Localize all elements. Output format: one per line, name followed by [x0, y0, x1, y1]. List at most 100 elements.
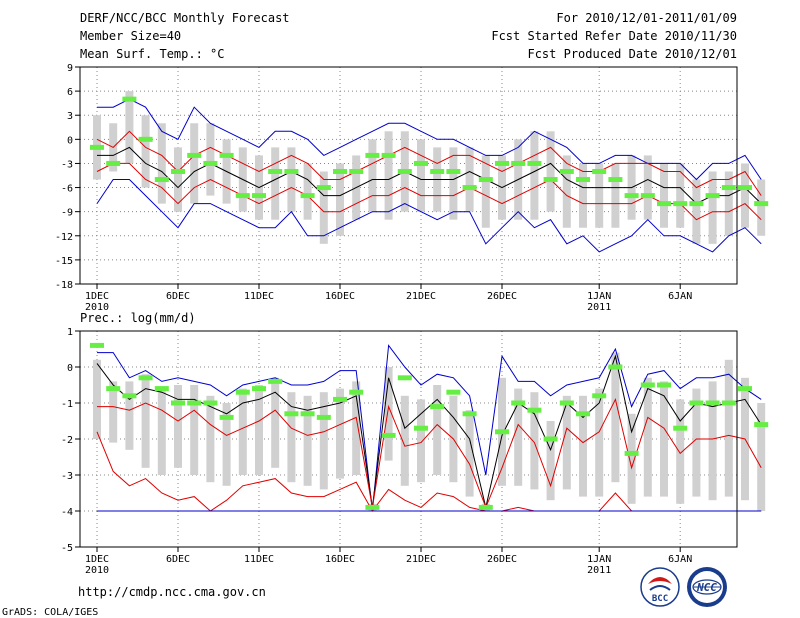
spread-box	[174, 147, 182, 212]
spread-box	[384, 367, 393, 461]
observation-marker	[462, 185, 477, 191]
observation-marker	[122, 96, 137, 102]
observation-marker	[90, 144, 104, 150]
observation-marker	[414, 160, 428, 166]
spread-box	[93, 359, 101, 439]
observation-marker	[559, 168, 574, 174]
observation-marker	[430, 168, 445, 174]
spread-box	[627, 413, 636, 504]
precip-label: Prec.: log(mm/d)	[80, 311, 196, 325]
spread-box	[109, 381, 118, 443]
y-tick-label: 6	[67, 87, 73, 98]
observation-marker	[624, 450, 639, 456]
observation-marker	[543, 436, 558, 442]
spread-box	[433, 385, 442, 475]
series-upper-spread	[96, 130, 762, 196]
observation-marker	[705, 400, 720, 406]
observation-marker	[576, 411, 590, 417]
y-tick-label: -12	[55, 232, 73, 243]
spread-box	[303, 163, 312, 220]
y-tick-label: -15	[55, 256, 73, 267]
observation-marker	[187, 152, 202, 158]
observation-marker	[721, 185, 736, 191]
spread-box	[384, 131, 393, 220]
y-tick-label: -2	[61, 435, 73, 446]
observation-marker	[349, 389, 364, 395]
spread-box	[692, 388, 701, 497]
plot-frame	[79, 66, 738, 285]
x-tick-label: 1DEC	[85, 291, 109, 302]
spread-box	[141, 374, 150, 468]
spread-box	[287, 147, 296, 212]
observation-marker	[689, 201, 704, 207]
spread-box	[336, 163, 344, 236]
spread-box	[546, 421, 555, 501]
observation-marker	[495, 160, 509, 166]
observation-marker	[754, 422, 769, 428]
x-tick-label: 16DEC	[325, 291, 355, 302]
observation-marker	[673, 425, 688, 431]
spread-box	[206, 395, 215, 483]
spread-box	[595, 163, 604, 228]
source-url: http://cmdp.ncc.cma.gov.cn	[78, 585, 266, 599]
spread-box	[125, 381, 134, 450]
y-tick-label: -4	[61, 507, 73, 518]
observation-marker	[171, 400, 185, 406]
observation-marker	[235, 193, 250, 199]
observation-marker	[592, 393, 607, 399]
observation-marker	[608, 177, 623, 183]
observation-marker	[608, 364, 623, 370]
spread-box	[449, 147, 458, 220]
series-ensemble-min	[96, 179, 762, 253]
observation-marker	[705, 193, 720, 199]
spread-box	[481, 155, 490, 228]
spread-box	[255, 385, 263, 475]
observation-marker	[657, 382, 671, 388]
spread-box	[611, 163, 620, 228]
spread-box	[724, 171, 733, 236]
bcc-logo-text: BCC	[652, 594, 668, 604]
spread-box	[660, 381, 668, 497]
observation-marker	[284, 411, 299, 417]
observation-marker	[122, 393, 137, 399]
series-ensemble-max	[97, 98, 762, 181]
observation-marker	[235, 389, 250, 395]
y-tick-label: -9	[61, 208, 73, 219]
observation-marker	[252, 386, 266, 392]
spread-box	[190, 385, 199, 475]
x-tick-label: 11DEC	[244, 291, 274, 302]
observation-marker	[414, 425, 428, 431]
grads-credit: GrADS: COLA/IGES	[2, 607, 98, 618]
y-tick-label: 0	[67, 135, 73, 146]
series-ensemble-max	[97, 344, 762, 512]
x-tick-label: 16DEC	[325, 554, 355, 565]
observation-marker	[219, 414, 234, 420]
observation-marker	[576, 177, 590, 183]
ncc-logo-text: NCC	[696, 581, 717, 594]
spread-box	[174, 385, 182, 468]
spread-box	[238, 388, 247, 475]
member-size: Member Size=40	[80, 29, 181, 43]
ncc-logo: NCC	[687, 567, 727, 607]
observation-marker	[689, 400, 704, 406]
spread-box	[530, 131, 539, 220]
spread-box	[643, 155, 652, 220]
observation-marker	[624, 193, 639, 199]
observation-marker	[397, 168, 412, 174]
chart-title: DERF/NCC/BCC Monthly Forecast	[80, 11, 290, 25]
spread-box	[546, 131, 555, 212]
observation-marker	[511, 400, 526, 406]
spread-box	[676, 163, 685, 228]
y-tick-label: -1	[61, 399, 73, 410]
y-tick-label: -18	[55, 280, 73, 291]
observation-marker	[657, 201, 671, 207]
observation-marker	[333, 168, 347, 174]
observation-marker	[106, 386, 121, 392]
observation-marker	[478, 504, 493, 510]
observation-marker	[527, 160, 542, 166]
x-tick-label: 26DEC	[487, 554, 517, 565]
observation-marker	[300, 193, 315, 199]
